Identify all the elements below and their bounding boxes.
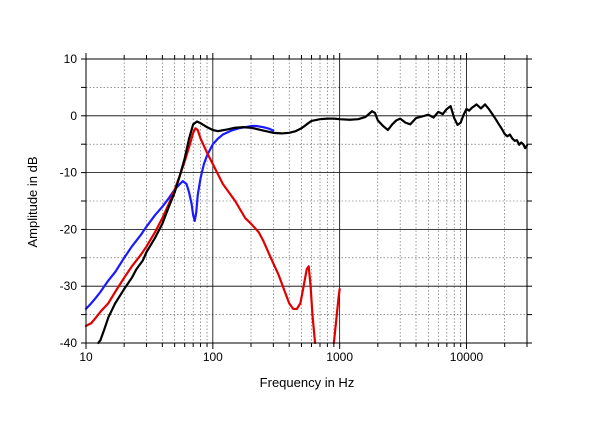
y-tick-label: -10 <box>60 166 78 180</box>
series-line-3 <box>332 287 341 345</box>
y-tick-label: 10 <box>64 52 78 66</box>
y-tick-label: -20 <box>60 222 78 236</box>
x-tick-label: 10 <box>79 350 93 364</box>
y-tick-label: -40 <box>60 336 78 350</box>
y-tick-label: -30 <box>60 279 78 293</box>
series-line-2 <box>84 127 317 345</box>
series-line-4 <box>97 103 529 345</box>
series-group <box>84 103 529 345</box>
y-tick-label: 0 <box>70 109 77 123</box>
grid <box>86 59 527 343</box>
x-tick-label: 100 <box>203 350 223 364</box>
x-tick-label: 1000 <box>326 350 353 364</box>
y-axis-label: Amplitude in dB <box>25 156 40 247</box>
x-tick-label: 10000 <box>450 350 484 364</box>
x-axis-label: Frequency in Hz <box>260 375 355 390</box>
